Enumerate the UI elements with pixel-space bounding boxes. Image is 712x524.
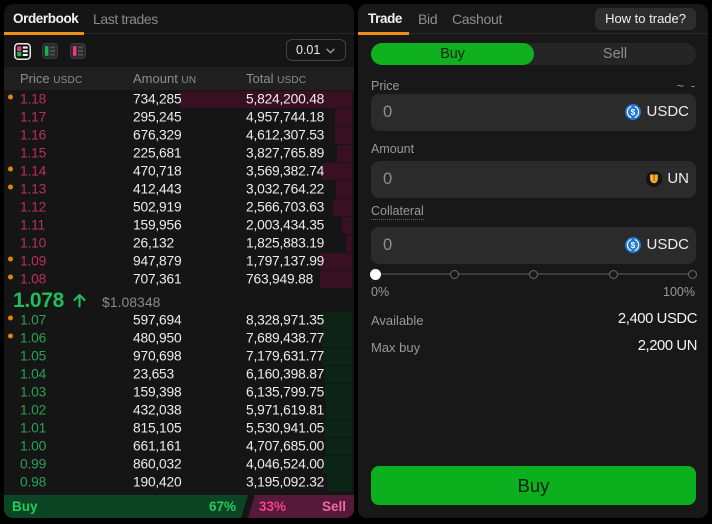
svg-text:$: $ [631, 240, 636, 250]
svg-text:$: $ [631, 107, 636, 117]
